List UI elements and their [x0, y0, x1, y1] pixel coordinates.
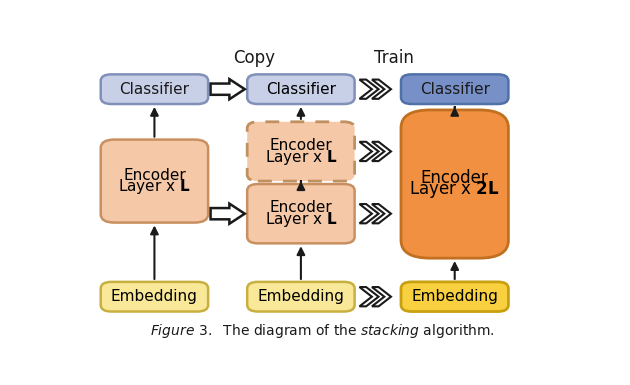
Polygon shape [210, 204, 244, 224]
Text: Layer x $\mathbf{L}$: Layer x $\mathbf{L}$ [265, 210, 337, 229]
FancyBboxPatch shape [401, 282, 508, 311]
Text: Classifier: Classifier [420, 82, 490, 97]
Polygon shape [210, 79, 244, 99]
FancyBboxPatch shape [247, 184, 355, 243]
Text: Train: Train [374, 49, 414, 67]
Text: Encoder: Encoder [421, 169, 489, 187]
FancyBboxPatch shape [401, 110, 508, 258]
Text: Layer x $\mathbf{L}$: Layer x $\mathbf{L}$ [118, 177, 191, 196]
Text: Encoder: Encoder [270, 138, 332, 153]
FancyBboxPatch shape [401, 74, 508, 104]
FancyBboxPatch shape [247, 122, 355, 181]
Text: Embedding: Embedding [258, 289, 345, 304]
Text: $\it{Figure\ 3.}$  The diagram of the $\it{stacking}$ algorithm.: $\it{Figure\ 3.}$ The diagram of the $\i… [151, 322, 495, 340]
Polygon shape [372, 80, 391, 99]
Text: Encoder: Encoder [270, 200, 332, 215]
Polygon shape [372, 142, 391, 161]
Polygon shape [360, 287, 379, 306]
Polygon shape [372, 204, 391, 223]
Polygon shape [372, 287, 391, 306]
FancyBboxPatch shape [101, 74, 208, 104]
Polygon shape [360, 204, 379, 223]
Text: Classifier: Classifier [266, 82, 336, 97]
Text: Encoder: Encoder [123, 168, 186, 183]
Polygon shape [360, 142, 379, 161]
Text: Classifier: Classifier [120, 82, 190, 97]
FancyBboxPatch shape [247, 282, 355, 311]
Text: Layer x $\mathbf{2L}$: Layer x $\mathbf{2L}$ [410, 179, 500, 201]
Text: Layer x $\mathbf{L}$: Layer x $\mathbf{L}$ [265, 148, 337, 167]
FancyBboxPatch shape [247, 74, 355, 104]
Text: Embedding: Embedding [411, 289, 498, 304]
FancyBboxPatch shape [101, 282, 208, 311]
Text: Copy: Copy [234, 49, 275, 67]
Text: Embedding: Embedding [111, 289, 198, 304]
Polygon shape [360, 80, 379, 99]
FancyBboxPatch shape [101, 140, 208, 223]
